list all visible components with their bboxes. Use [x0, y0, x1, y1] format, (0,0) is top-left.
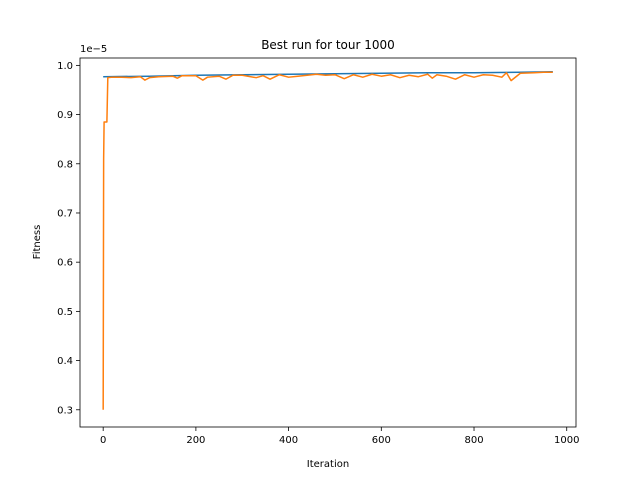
x-axis-label: Iteration [307, 459, 349, 470]
y-tick-label: 0.4 [57, 356, 73, 367]
chart-title: Best run for tour 1000 [261, 38, 395, 52]
series-line-1 [103, 71, 553, 78]
y-offset-label: 1e−5 [80, 44, 107, 55]
x-tick-label: 200 [186, 435, 205, 446]
x-tick-label: 800 [464, 435, 483, 446]
y-tick-label: 0.7 [57, 208, 73, 219]
series-line-2 [102, 71, 553, 410]
series-lines [102, 71, 553, 410]
y-tick-label: 0.9 [57, 110, 73, 121]
x-axis-ticks: 0 200 400 600 800 1000 [100, 427, 579, 446]
y-tick-label: 1.0 [57, 61, 73, 72]
x-tick-label: 0 [100, 435, 106, 446]
x-tick-label: 600 [372, 435, 391, 446]
y-tick-label: 0.8 [57, 159, 73, 170]
y-tick-label: 0.5 [57, 307, 73, 318]
y-tick-label: 0.6 [57, 258, 73, 269]
x-tick-label: 1000 [554, 435, 579, 446]
x-tick-label: 400 [279, 435, 298, 446]
y-axis-label: Fitness [32, 225, 43, 260]
plot-frame [79, 57, 577, 428]
y-tick-label: 0.3 [57, 405, 73, 416]
y-axis-ticks: 0.3 0.4 0.5 0.6 0.7 0.8 0.9 1.0 [57, 61, 80, 416]
